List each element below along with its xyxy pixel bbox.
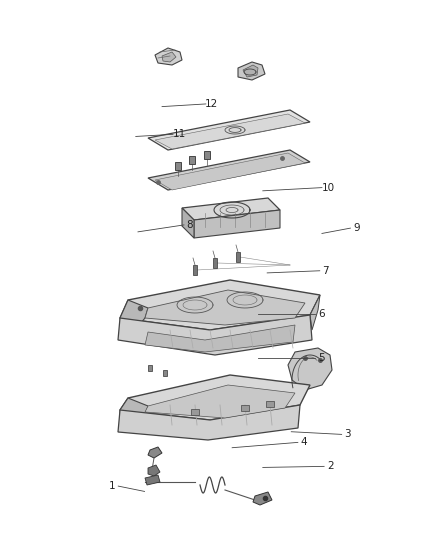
Polygon shape — [118, 405, 300, 440]
Polygon shape — [310, 295, 320, 330]
Text: 4: 4 — [300, 438, 307, 447]
Polygon shape — [204, 151, 210, 159]
Polygon shape — [155, 114, 305, 149]
Polygon shape — [145, 325, 295, 352]
Text: 1: 1 — [109, 481, 116, 491]
Polygon shape — [145, 290, 305, 325]
Text: 5: 5 — [318, 353, 325, 363]
Polygon shape — [145, 475, 160, 485]
Polygon shape — [193, 265, 197, 275]
Polygon shape — [148, 365, 152, 371]
Polygon shape — [148, 110, 310, 150]
Polygon shape — [148, 447, 162, 458]
Polygon shape — [266, 401, 274, 407]
Text: 2: 2 — [327, 462, 333, 471]
Polygon shape — [148, 465, 160, 476]
Text: 3: 3 — [344, 430, 351, 439]
Polygon shape — [120, 300, 148, 330]
Polygon shape — [155, 153, 305, 190]
Text: 9: 9 — [353, 223, 360, 233]
Polygon shape — [175, 162, 181, 170]
Polygon shape — [191, 409, 199, 415]
Polygon shape — [120, 375, 310, 420]
Polygon shape — [236, 252, 240, 262]
Polygon shape — [253, 492, 272, 505]
Polygon shape — [241, 405, 249, 411]
Polygon shape — [148, 150, 310, 190]
Text: 10: 10 — [321, 183, 335, 192]
Polygon shape — [155, 48, 182, 65]
Polygon shape — [162, 52, 176, 62]
Polygon shape — [189, 156, 195, 164]
Text: 7: 7 — [322, 266, 329, 276]
Text: 8: 8 — [187, 220, 193, 230]
Polygon shape — [288, 348, 332, 390]
Polygon shape — [145, 385, 295, 418]
Polygon shape — [182, 198, 280, 220]
Text: 12: 12 — [205, 99, 219, 109]
Polygon shape — [194, 210, 280, 238]
Polygon shape — [238, 62, 265, 80]
Text: 11: 11 — [173, 130, 186, 139]
Polygon shape — [213, 258, 217, 268]
Polygon shape — [120, 280, 320, 330]
Polygon shape — [243, 65, 258, 77]
Polygon shape — [120, 398, 148, 428]
Polygon shape — [182, 208, 194, 238]
Polygon shape — [118, 315, 312, 355]
Polygon shape — [163, 370, 167, 376]
Text: 6: 6 — [318, 310, 325, 319]
